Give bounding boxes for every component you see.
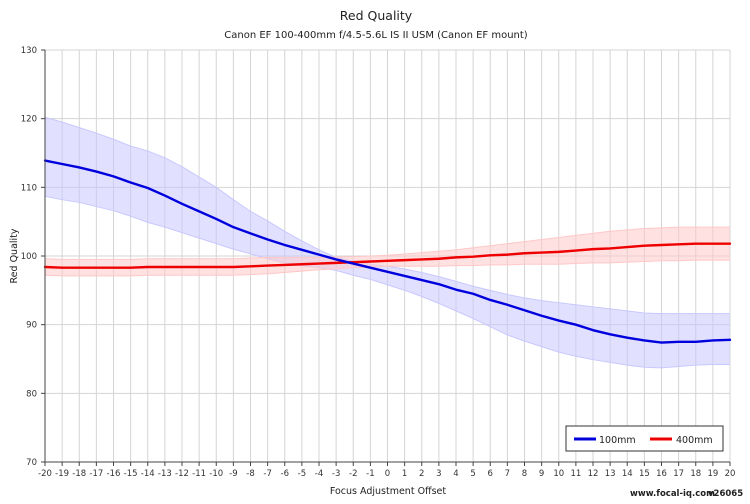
x-tick-label: -12 [175,469,189,479]
series-line-400mm [43,242,732,269]
x-tick-label: 4 [453,469,458,479]
y-tick-label: 110 [21,183,37,193]
x-tick-label: -3 [332,469,340,479]
x-tick-label: -7 [263,469,271,479]
axes: -20 -19 -18 -17 -16 -15 -14 -13 -12 -11 -10 -9 -8 -7-… [21,46,736,479]
x-tick-label: 6 [488,469,493,479]
band-lower-400mm [44,259,730,277]
footer-version: v26065 [708,489,743,499]
x-tick-label: 16 [656,469,667,479]
x-tick-label: -1 [366,469,374,479]
x-tick-label: 12 [588,469,599,479]
band-upper-400mm [44,226,730,260]
footer-site: www.focal-iq.com [630,489,715,499]
x-tick-label: -19 [55,469,69,479]
x-tick-label: 1 [402,469,407,479]
y-axis-label: Red Quality [9,228,20,283]
x-tick-label: 8 [522,469,527,479]
x-tick-label: 2 [419,469,424,479]
series-line-100mm [43,159,732,344]
x-tick-label: -2 [349,469,357,479]
y-tick-label: 80 [26,389,37,399]
x-tick-label: -13 [158,469,172,479]
x-tick-label: -15 [124,469,138,479]
y-tick-label: 120 [21,115,37,125]
x-tick-label: -17 [89,469,103,479]
x-tick-label: 0 [385,469,390,479]
y-tick-label: 130 [21,46,37,56]
x-tick-label: 3 [436,469,441,479]
x-tick-label: 15 [639,469,650,479]
x-tick-label: 17 [673,469,684,479]
x-tick-label: -16 [107,469,121,479]
y-tick-label: 70 [26,458,37,468]
x-tick-label: -6 [281,469,289,479]
x-tick-label: -20 [38,469,52,479]
x-tick-label: 5 [470,469,475,479]
x-tick-label: 19 [707,469,718,479]
x-tick-label: 20 [725,469,736,479]
chart-title: Red Quality [340,8,413,23]
x-axis-label: Focus Adjustment Offset [330,486,447,497]
legend-box [565,425,724,452]
x-tick-label: 14 [622,469,633,479]
x-tick-label: 11 [570,469,581,479]
x-tick-label: 7 [505,469,510,479]
x-tick-label: -14 [141,469,155,479]
chart-subtitle: Canon EF 100-400mm f/4.5-5.6L IS II USM … [224,30,528,41]
x-tick-label: 13 [605,469,616,479]
band-100mm [45,117,730,368]
x-tick-label: -5 [298,469,306,479]
y-tick-label: 90 [26,321,37,331]
legend: 100mm 400mm [565,425,724,452]
x-tick-label: -10 [209,469,223,479]
y-tick-label: 100 [21,252,37,262]
x-tick-label: -18 [72,469,86,479]
confidence-bands [44,116,730,369]
series-lines [43,159,732,344]
band-400mm [45,227,730,276]
x-tick-label: -8 [246,469,254,479]
band-lower-100mm [44,195,730,369]
legend-label-400mm: 400mm [676,435,713,446]
x-tick-label: 10 [553,469,564,479]
x-tick-label: 9 [539,469,544,479]
x-tick-label: 18 [690,469,701,479]
x-tick-label: -4 [315,469,323,479]
x-tick-label: -9 [229,469,237,479]
x-tick-label: -11 [192,469,206,479]
legend-label-100mm: 100mm [599,435,636,446]
